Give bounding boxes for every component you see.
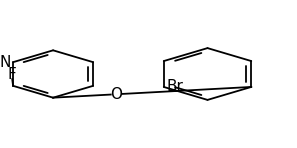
Text: Br: Br [166,79,183,94]
Text: O: O [110,87,122,102]
Text: N: N [0,55,11,70]
Text: F: F [7,67,16,82]
